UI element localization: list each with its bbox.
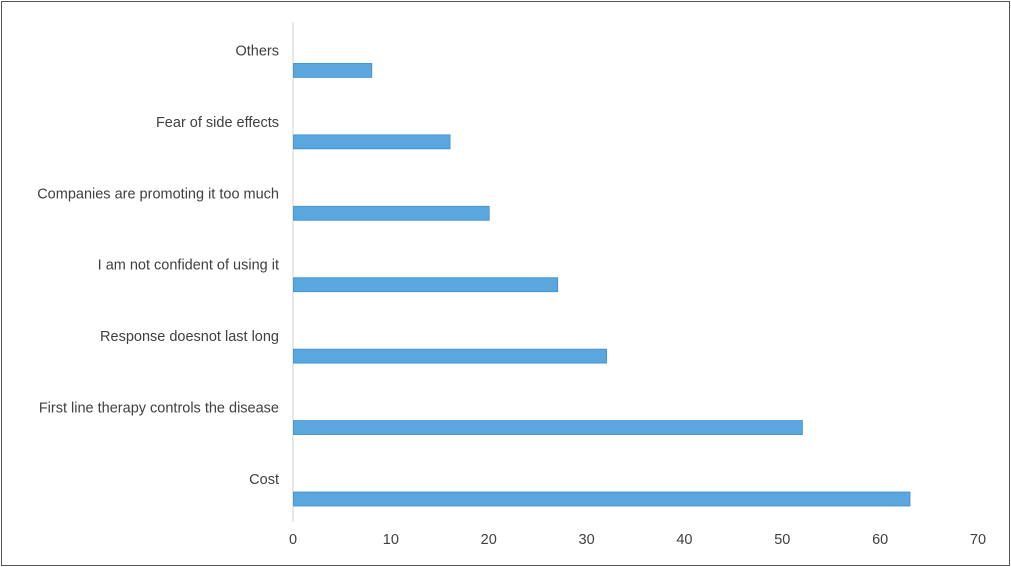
x-tick-label-2: 20 [481, 532, 497, 548]
x-tick-label-5: 50 [774, 532, 790, 548]
bars [293, 63, 911, 507]
bar-3 [293, 277, 559, 293]
x-tick-label-4: 40 [676, 532, 692, 548]
bar-0 [293, 491, 911, 507]
category-label-0: Cost [249, 472, 279, 488]
category-labels: Cost First line therapy controls the dise… [37, 43, 279, 488]
category-label-5: Fear of side effects [156, 115, 279, 131]
bar-2 [293, 348, 608, 364]
category-label-6: Others [235, 43, 279, 59]
category-label-2: Response doesnot last long [100, 329, 279, 345]
bar-6 [293, 63, 373, 78]
bar-1 [293, 420, 803, 435]
category-label-4: Companies are promoting it too much [37, 186, 279, 202]
x-tick-label-0: 0 [289, 532, 297, 548]
x-tick-label-6: 60 [872, 532, 888, 548]
bar-5 [293, 134, 451, 150]
x-tick-label-3: 30 [579, 532, 595, 548]
category-label-3: I am not confident of using it [98, 258, 279, 274]
x-axis-ticks: 0 10 20 30 40 50 60 70 [289, 532, 986, 548]
x-tick-label-7: 70 [970, 532, 986, 548]
bar-4 [293, 205, 490, 221]
x-tick-label-1: 10 [383, 532, 399, 548]
category-label-1: First line therapy controls the disease [39, 401, 279, 417]
